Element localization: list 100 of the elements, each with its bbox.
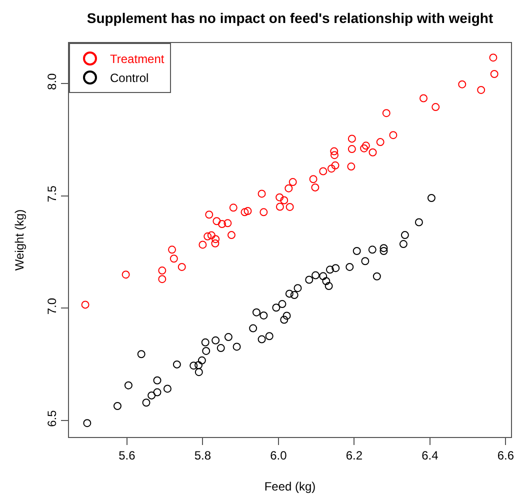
point <box>249 324 258 332</box>
x-tick-label: 6.4 <box>422 448 439 462</box>
point <box>190 362 198 370</box>
point <box>252 308 260 316</box>
point <box>198 356 206 364</box>
point <box>330 151 338 160</box>
point <box>211 239 220 248</box>
point <box>194 368 203 376</box>
point <box>212 217 221 226</box>
point <box>322 277 330 286</box>
point <box>278 300 286 308</box>
point <box>489 54 498 62</box>
point <box>280 196 288 204</box>
point <box>280 316 288 324</box>
point <box>216 344 225 352</box>
y-tick-label: 7.0 <box>45 298 60 315</box>
point <box>361 257 370 266</box>
point <box>205 210 214 219</box>
y-tick-label: 6.5 <box>45 410 60 427</box>
point <box>148 391 156 400</box>
point <box>260 208 268 216</box>
point <box>432 103 440 112</box>
point <box>153 388 162 396</box>
point <box>170 254 178 263</box>
point <box>400 231 409 240</box>
x-tick-label: 5.6 <box>118 448 136 462</box>
point <box>276 193 284 202</box>
chart-title: Supplement has no impact on feed's relationship with weight <box>86 10 494 26</box>
point <box>427 194 436 202</box>
point <box>244 207 252 216</box>
point <box>286 202 294 211</box>
point <box>260 311 268 320</box>
point <box>258 190 266 198</box>
point <box>201 338 210 346</box>
point <box>332 264 340 272</box>
point <box>224 219 232 228</box>
point <box>276 202 284 211</box>
point <box>284 184 293 192</box>
point <box>348 145 356 154</box>
x-tick-label: 5.8 <box>194 448 212 462</box>
point <box>319 272 328 280</box>
point <box>477 86 486 94</box>
point <box>81 300 90 309</box>
point <box>258 335 266 344</box>
point <box>282 312 291 320</box>
point <box>360 144 368 152</box>
point <box>158 275 166 284</box>
point <box>327 164 336 173</box>
point <box>124 381 132 390</box>
point <box>324 282 333 290</box>
point <box>319 167 328 176</box>
point <box>311 183 320 192</box>
point <box>326 266 334 274</box>
point <box>420 94 428 102</box>
point <box>368 246 376 254</box>
point <box>399 240 408 248</box>
point <box>224 333 232 342</box>
y-axis-title: Weight (kg) <box>12 209 26 271</box>
point <box>178 262 186 271</box>
point <box>331 161 340 170</box>
point <box>288 178 297 186</box>
x-tick-label: 6.6 <box>497 448 514 462</box>
point <box>172 360 181 368</box>
legend-label: Control <box>110 71 149 86</box>
y-tick-label: 7.5 <box>45 185 60 202</box>
point <box>137 350 146 358</box>
point <box>290 291 298 300</box>
point <box>346 262 354 271</box>
point <box>232 342 241 351</box>
point <box>348 134 356 143</box>
point <box>376 138 384 146</box>
x-tick-label: 6.2 <box>346 448 363 462</box>
point <box>163 384 172 393</box>
point <box>194 361 203 370</box>
point <box>490 70 498 78</box>
point <box>158 266 166 275</box>
point <box>265 332 274 340</box>
point <box>389 131 398 140</box>
point <box>198 240 207 249</box>
y-tick-label: 8.0 <box>45 72 60 90</box>
point <box>362 142 370 150</box>
point <box>153 376 162 384</box>
point <box>122 270 130 279</box>
point <box>294 284 302 292</box>
point <box>207 231 216 240</box>
point <box>368 148 377 156</box>
point <box>202 346 210 355</box>
point <box>218 220 226 228</box>
point <box>229 204 238 212</box>
point <box>212 235 220 244</box>
point <box>312 271 320 280</box>
point <box>142 398 150 407</box>
point <box>285 290 294 298</box>
point <box>347 162 356 171</box>
point <box>272 304 280 312</box>
point <box>352 247 361 256</box>
point <box>330 147 338 156</box>
point <box>204 232 212 240</box>
x-axis-title: Feed (kg) <box>264 479 316 494</box>
legend-label: Treatment <box>110 52 165 66</box>
